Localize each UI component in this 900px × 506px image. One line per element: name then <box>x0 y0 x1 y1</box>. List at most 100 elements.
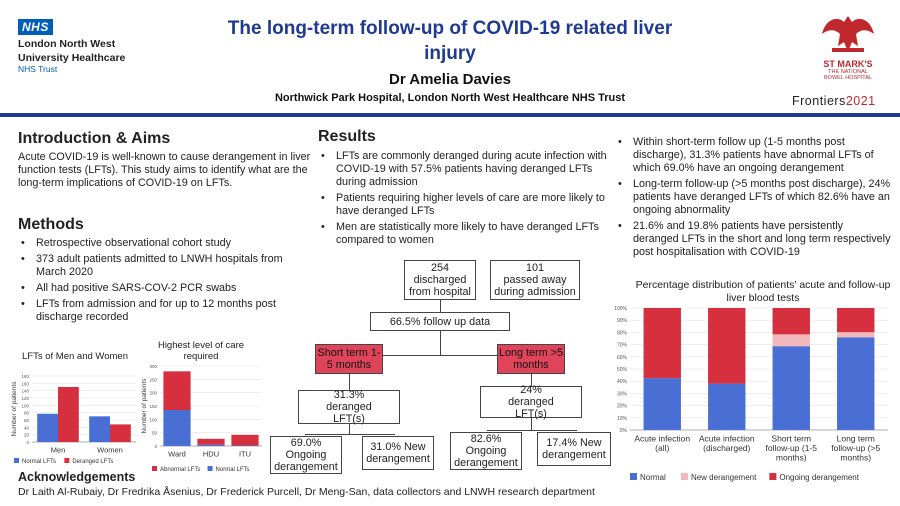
legend-swatch <box>14 458 19 463</box>
flow-connector <box>382 355 498 356</box>
flow-short-ongoing-box: 69.0% Ongoing derangement <box>270 436 342 474</box>
methods-item: LFTs from admission and for up to 12 mon… <box>18 298 314 324</box>
flow-connector <box>531 374 532 386</box>
nhs-logo: NHS London North West University Healthc… <box>18 18 125 74</box>
x-tick-label: Acute infection <box>699 434 755 444</box>
poster-title: The long-term follow-up of COVID-19 rela… <box>190 16 710 66</box>
intro-text: Acute COVID-19 is well-known to cause de… <box>18 151 311 189</box>
affiliation: Northwick Park Hospital, London North We… <box>274 92 626 104</box>
x-tick-label: Women <box>97 446 123 455</box>
y-tick-label: 300 <box>149 364 157 369</box>
header-divider <box>0 113 900 117</box>
bar <box>197 438 225 445</box>
nhs-trust: NHS Trust <box>18 64 58 74</box>
legend-swatch <box>64 458 70 463</box>
x-tick-label: Long term <box>837 434 875 444</box>
legend-label: Deranged LFTs <box>72 459 113 465</box>
flow-connector <box>349 374 350 390</box>
y-axis-label: Number of patients <box>141 378 148 434</box>
methods-item: All had positive SARS-COV-2 PCR swabs <box>18 282 314 295</box>
intro-heading: Introduction & Aims <box>18 130 171 147</box>
y-tick-label: 100% <box>614 306 627 312</box>
y-tick-label: 50% <box>617 367 628 373</box>
y-tick-label: 10% <box>617 416 628 422</box>
y-tick-label: 140 <box>21 389 29 394</box>
y-tick-label: 180 <box>21 374 29 379</box>
x-tick-label: Acute infection <box>634 434 690 444</box>
bar <box>643 308 681 379</box>
y-tick-label: 100 <box>149 417 157 422</box>
legend-label: Ongoing derangement <box>779 473 859 482</box>
chart-care: 0 50 100 150 200 250 300 Number of patients Ward… <box>141 364 262 473</box>
x-tick-label: (all) <box>655 443 669 453</box>
bar <box>58 387 79 442</box>
poster-title-line1: The long-term follow-up of COVID-19 rela… <box>227 18 673 39</box>
y-tick-label: 120 <box>21 396 29 401</box>
y-tick-label: 30% <box>617 391 628 397</box>
bar <box>772 308 810 335</box>
y-tick-label: 150 <box>149 404 157 409</box>
flow-died-box: 101 passed away during admission <box>490 260 580 300</box>
flow-long-new-box: 17.4% New derangement <box>537 432 611 466</box>
flow-long-ongoing-box: 82.6% Ongoing derangement <box>450 432 522 470</box>
frontiers-year: 2021 <box>845 94 876 108</box>
bar <box>231 445 259 446</box>
methods-item: Retrospective observational cohort study <box>18 237 314 250</box>
bar <box>708 308 746 384</box>
stmarks-name: ST MARK'S <box>823 59 873 69</box>
methods-list: Retrospective observational cohort study… <box>18 237 314 327</box>
legend-swatch <box>680 473 688 480</box>
frontiers-word: Frontiers <box>792 94 846 108</box>
results-item: Patients requiring higher levels of care… <box>318 192 614 218</box>
bar <box>772 334 810 347</box>
flow-short-term-box: Short term 1-5 months <box>315 344 383 374</box>
methods-heading: Methods <box>18 216 84 233</box>
x-tick-label: ITU <box>239 450 251 459</box>
bar <box>837 332 875 338</box>
y-tick-label: 20% <box>617 404 628 410</box>
x-tick-label: months) <box>840 453 871 463</box>
flow-discharged-label: discharged from hospital <box>409 274 471 298</box>
nhs-org-line2: University Healthcare <box>18 52 126 64</box>
flow-connector <box>531 418 532 430</box>
y-tick-label: 40% <box>617 379 628 385</box>
chart-sex-title: LFTs of Men and Women <box>22 351 128 362</box>
bar <box>89 416 110 442</box>
bar <box>772 346 810 430</box>
results-heading: Results <box>318 128 376 145</box>
bar <box>643 378 681 430</box>
legend-swatch <box>207 466 213 471</box>
flow-connector <box>349 424 350 434</box>
flow-died-count: 101 <box>525 262 544 274</box>
legend-label: Normal LFTs <box>216 467 250 473</box>
methods-item: 373 adult patients admitted to LNWH hosp… <box>18 253 314 279</box>
y-tick-label: 60% <box>617 355 628 361</box>
flow-discharged-box: 254 discharged from hospital <box>404 260 476 300</box>
legend-swatch <box>769 473 777 480</box>
y-tick-label: 70% <box>617 343 628 349</box>
legend-label: Abnormal LFTs <box>160 467 200 473</box>
results-item: Men are statistically more likely to hav… <box>318 221 614 247</box>
x-tick-label: Men <box>51 446 66 455</box>
nhs-badge: NHS <box>18 19 53 35</box>
flow-connector <box>440 300 441 312</box>
results-item: Long-term follow-up (>5 months post disc… <box>615 178 891 217</box>
flow-long-term-box: Long term >5 months <box>497 344 565 374</box>
bar <box>163 371 191 410</box>
bar <box>163 410 191 446</box>
y-tick-label: 80% <box>617 330 628 336</box>
y-tick-label: 0 <box>26 440 29 445</box>
stmarks-sub1: THE NATIONAL <box>828 69 868 75</box>
chart-distribution-title: Percentage distribution of patients' acu… <box>635 279 891 304</box>
legend-swatch <box>630 473 637 480</box>
results-item: Within short-term follow up (1-5 months … <box>615 136 891 175</box>
y-tick-label: 90% <box>617 318 628 324</box>
acknowledgements-text: Dr Laith Al-Rubaiy, Dr Fredrika Åsenius,… <box>18 486 595 498</box>
y-tick-label: 40 <box>24 425 30 430</box>
bar <box>708 383 746 430</box>
legend-label: New derangement <box>691 473 757 482</box>
bar <box>231 434 259 446</box>
flow-short-deranged-box: 31.3% deranged LFT(s) <box>298 389 400 425</box>
chart-distribution: 0% 10% 20% 30% 40% 50% 60% 70% 80% 90% 100% Acute i… <box>614 306 888 482</box>
legend-swatch <box>152 466 157 471</box>
